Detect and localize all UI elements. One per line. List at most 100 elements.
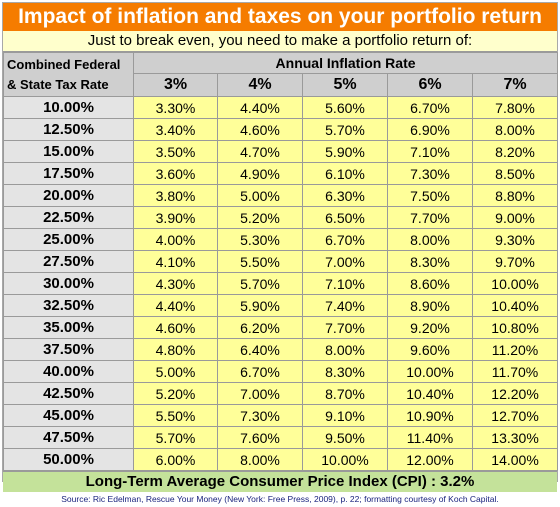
table-row: 12.50% 3.40% 4.60% 5.70% 6.90% 8.00% [3, 118, 559, 141]
required-return-cell: 5.50% [133, 404, 218, 427]
table-row: 32.50% 4.40% 5.90% 7.40% 8.90% 10.40% [3, 294, 559, 317]
required-return-cell: 3.50% [133, 140, 218, 163]
required-return-cell: 10.00% [471, 272, 559, 295]
required-return-cell: 10.80% [471, 316, 559, 339]
table-row: 20.00% 3.80% 5.00% 6.30% 7.50% 8.80% [3, 184, 559, 207]
tax-rate-header-line1: Combined Federal [7, 56, 121, 72]
required-return-cell: 3.80% [133, 184, 218, 207]
required-return-cell: 12.70% [471, 404, 559, 427]
required-return-cell: 4.30% [133, 272, 218, 295]
tax-rate-label: 20.00% [3, 184, 134, 207]
required-return-cell: 8.20% [471, 140, 559, 163]
required-return-cell: 9.30% [471, 228, 559, 251]
tax-rate-label: 37.50% [3, 338, 134, 361]
required-return-cell: 7.30% [217, 404, 303, 427]
required-return-cell: 9.10% [302, 404, 388, 427]
inflation-group-header: Annual Inflation Rate [132, 52, 559, 74]
required-return-cell: 5.50% [217, 250, 303, 273]
table-row: 30.00% 4.30% 5.70% 7.10% 8.60% 10.00% [3, 272, 559, 295]
required-return-cell: 4.80% [133, 338, 218, 361]
table-row: 25.00% 4.00% 5.30% 6.70% 8.00% 9.30% [3, 228, 559, 251]
required-return-cell: 6.10% [302, 162, 388, 185]
tax-rate-label: 27.50% [3, 250, 134, 273]
tax-rate-label: 25.00% [3, 228, 134, 251]
required-return-cell: 11.40% [387, 426, 473, 449]
tax-rate-label: 12.50% [3, 118, 134, 141]
required-return-cell: 4.60% [133, 316, 218, 339]
inflation-rate-header: 7% [471, 73, 559, 97]
tax-rate-label: 40.00% [3, 360, 134, 383]
required-return-cell: 5.00% [133, 360, 218, 383]
required-return-cell: 10.40% [387, 382, 473, 405]
required-return-cell: 7.00% [302, 250, 388, 273]
tax-rate-label: 35.00% [3, 316, 134, 339]
required-return-cell: 13.30% [471, 426, 559, 449]
required-return-cell: 6.70% [217, 360, 303, 383]
required-return-cell: 11.70% [471, 360, 559, 383]
required-return-cell: 7.00% [217, 382, 303, 405]
required-return-cell: 6.20% [217, 316, 303, 339]
inflation-rate-header: 3% [133, 73, 218, 97]
tax-rate-label: 22.50% [3, 206, 134, 229]
required-return-cell: 5.90% [217, 294, 303, 317]
required-return-cell: 5.20% [217, 206, 303, 229]
tax-rate-label: 10.00% [3, 96, 134, 119]
table-row: 10.00% 3.30% 4.40% 5.60% 6.70% 7.80% [3, 96, 559, 119]
required-return-cell: 14.00% [471, 448, 559, 471]
tax-rate-header-line2: & State Tax Rate [7, 76, 109, 92]
required-return-cell: 4.40% [217, 96, 303, 119]
required-return-cell: 8.30% [387, 250, 473, 273]
inflation-rate-header: 6% [387, 73, 473, 97]
table-row: 35.00% 4.60% 6.20% 7.70% 9.20% 10.80% [3, 316, 559, 339]
tax-rate-column-header: Combined Federal & State Tax Rate [3, 52, 134, 97]
required-return-cell: 8.90% [387, 294, 473, 317]
table-row: 15.00% 3.50% 4.70% 5.90% 7.10% 8.20% [3, 140, 559, 163]
required-return-cell: 9.20% [387, 316, 473, 339]
required-return-cell: 5.20% [133, 382, 218, 405]
inflation-rate-header: 5% [302, 73, 388, 97]
required-return-cell: 8.70% [302, 382, 388, 405]
required-return-cell: 4.00% [133, 228, 218, 251]
inflation-rate-header: 4% [217, 73, 303, 97]
tax-rate-label: 32.50% [3, 294, 134, 317]
required-return-cell: 6.50% [302, 206, 388, 229]
tax-rate-label: 15.00% [3, 140, 134, 163]
required-return-cell: 10.40% [471, 294, 559, 317]
required-return-cell: 10.00% [302, 448, 388, 471]
required-return-cell: 6.00% [133, 448, 218, 471]
required-return-cell: 10.00% [387, 360, 473, 383]
required-return-cell: 8.00% [387, 228, 473, 251]
table-row: 22.50% 3.90% 5.20% 6.50% 7.70% 9.00% [3, 206, 559, 229]
required-return-cell: 8.00% [471, 118, 559, 141]
table-row: 27.50% 4.10% 5.50% 7.00% 8.30% 9.70% [3, 250, 559, 273]
required-return-cell: 4.90% [217, 162, 303, 185]
required-return-cell: 7.70% [387, 206, 473, 229]
tax-rate-label: 45.00% [3, 404, 134, 427]
table-row: 17.50% 3.60% 4.90% 6.10% 7.30% 8.50% [3, 162, 559, 185]
required-return-cell: 9.60% [387, 338, 473, 361]
required-return-cell: 5.60% [302, 96, 388, 119]
tax-rate-label: 30.00% [3, 272, 134, 295]
page-title: Impact of inflation and taxes on your po… [3, 3, 557, 31]
required-return-cell: 3.60% [133, 162, 218, 185]
required-return-cell: 3.40% [133, 118, 218, 141]
required-return-cell: 7.10% [302, 272, 388, 295]
required-return-cell: 6.30% [302, 184, 388, 207]
table-row: 40.00% 5.00% 6.70% 8.30% 10.00% 11.70% [3, 360, 559, 383]
required-return-cell: 5.70% [133, 426, 218, 449]
required-return-cell: 4.40% [133, 294, 218, 317]
required-return-cell: 9.50% [302, 426, 388, 449]
table-row: 45.00% 5.50% 7.30% 9.10% 10.90% 12.70% [3, 404, 559, 427]
source-note: Source: Ric Edelman, Rescue Your Money (… [3, 492, 557, 507]
tax-rate-label: 42.50% [3, 382, 134, 405]
table-row: 42.50% 5.20% 7.00% 8.70% 10.40% 12.20% [3, 382, 559, 405]
required-return-cell: 5.70% [217, 272, 303, 295]
required-return-cell: 7.40% [302, 294, 388, 317]
required-return-cell: 7.60% [217, 426, 303, 449]
required-return-cell: 8.80% [471, 184, 559, 207]
required-return-cell: 5.90% [302, 140, 388, 163]
required-return-cell: 12.00% [387, 448, 473, 471]
required-return-cell: 4.60% [217, 118, 303, 141]
cpi-footer: Long-Term Average Consumer Price Index (… [3, 471, 557, 492]
